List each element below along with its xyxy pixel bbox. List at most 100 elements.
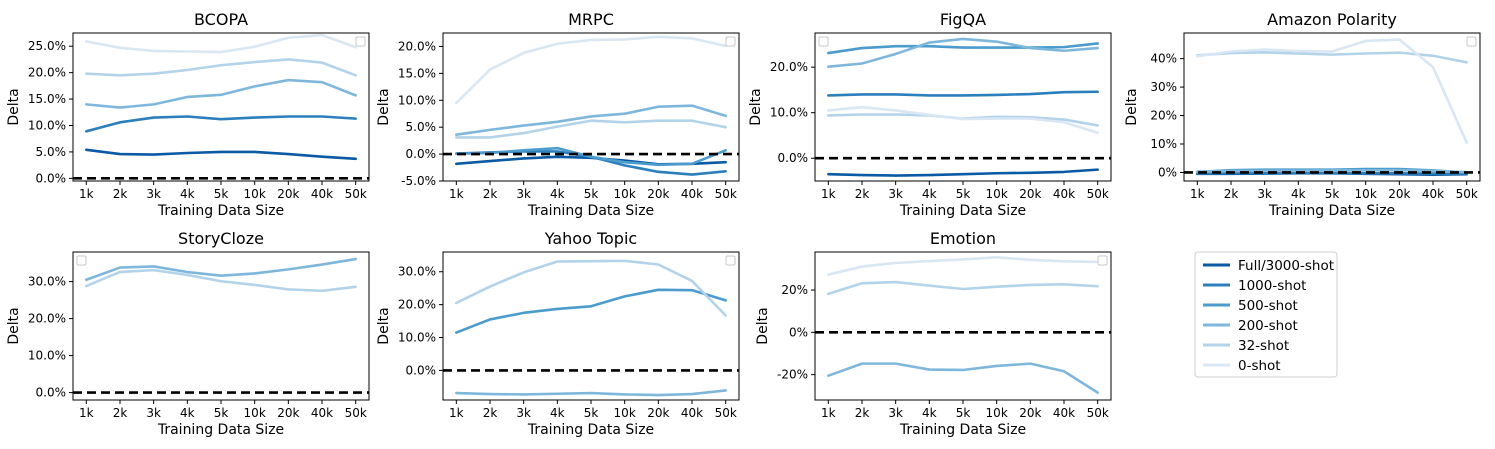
- panel-title: FigQA: [940, 10, 986, 29]
- y-axis-label: Delta: [376, 88, 392, 125]
- panels: BCOPA 1k 2k 3k 4k 5k 10k 20k 40k 50k 0.0% 5.0% 10.0%…: [6, 10, 1481, 438]
- series-line-1000-shot: [85, 115, 357, 133]
- series-line-0-shot: [85, 33, 357, 54]
- x-axis-label: Training Data Size: [157, 203, 284, 219]
- y-tick-label: 25.0%: [28, 39, 66, 53]
- x-tick-label: 10k: [1355, 187, 1377, 201]
- legend-frame: [1194, 251, 1338, 378]
- series-line-full-3000-shot: [85, 148, 357, 161]
- x-tick-label: 3k: [888, 406, 903, 420]
- x-tick-label: 20k: [647, 406, 669, 420]
- legend: Full/3000-shot 1000-shot 500-shot 200-sh…: [1194, 251, 1338, 378]
- x-tick-label: 20k: [647, 187, 669, 201]
- panel-yahoo-topic: Yahoo Topic 1k 2k 3k 4k 5k 10k 20k 40k 50k 0.0% 10.…: [376, 229, 740, 438]
- x-tick-label: 1k: [821, 406, 836, 420]
- x-tick-label: 50k: [1087, 406, 1109, 420]
- series-line-200-shot: [455, 104, 727, 137]
- y-tick-label: 0.0%: [36, 171, 67, 185]
- series-line-0-shot: [1196, 38, 1468, 144]
- x-tick-label: 5k: [956, 187, 971, 201]
- plot-frame: [442, 251, 740, 401]
- series-line-500-shot: [827, 42, 1099, 55]
- series-line-500-shot: [455, 146, 727, 167]
- empty-legend-box: [1466, 36, 1477, 47]
- x-tick-label: 40k: [1422, 187, 1444, 201]
- x-tick-label: 2k: [855, 406, 870, 420]
- series-group: [73, 33, 369, 180]
- x-tick-label: 2k: [113, 406, 128, 420]
- empty-legend-box: [818, 36, 829, 47]
- x-tick-label: 40k: [311, 187, 333, 201]
- series-line-0-shot: [827, 255, 1099, 276]
- y-tick-label: -5.0%: [401, 174, 436, 188]
- series-line-32-shot: [85, 58, 357, 77]
- legend-label-1: 1000-shot: [1238, 278, 1306, 294]
- empty-legend-box: [725, 36, 736, 47]
- y-tick-label: 20%: [1150, 109, 1177, 123]
- series-line-500-shot: [455, 288, 727, 334]
- panel-title: Yahoo Topic: [544, 229, 637, 248]
- series-line-32-shot: [827, 280, 1099, 296]
- y-tick-label: 10.0%: [398, 331, 436, 345]
- x-tick-label: 50k: [715, 406, 737, 420]
- legend-label-4: 32-shot: [1238, 338, 1289, 354]
- x-tick-label: 50k: [1456, 187, 1478, 201]
- series-line-200-shot: [1196, 168, 1468, 174]
- series-group: [815, 37, 1111, 177]
- y-tick-label: 20.0%: [398, 39, 436, 53]
- x-tick-label: 4k: [1291, 187, 1306, 201]
- empty-legend-box: [355, 36, 366, 47]
- x-tick-label: 4k: [922, 187, 937, 201]
- x-tick-label: 50k: [345, 187, 367, 201]
- panel-title: Amazon Polarity: [1267, 10, 1397, 29]
- series-group: [443, 35, 739, 176]
- x-axis-label: Training Data Size: [527, 203, 654, 219]
- x-tick-label: 1k: [449, 406, 464, 420]
- plot-frame: [814, 251, 1112, 401]
- x-axis-label: Training Data Size: [899, 422, 1026, 438]
- panel-title: BCOPA: [194, 10, 248, 29]
- y-axis-label: Delta: [6, 88, 22, 125]
- y-tick-label: 30.0%: [28, 275, 66, 289]
- y-tick-label: 0.0%: [778, 151, 809, 165]
- x-tick-label: 5k: [584, 187, 599, 201]
- y-axis-label: Delta: [1124, 88, 1140, 125]
- x-tick-label: 4k: [180, 406, 195, 420]
- x-tick-label: 2k: [855, 187, 870, 201]
- x-tick-label: 40k: [681, 187, 703, 201]
- panel-storycloze: StoryCloze 1k 2k 3k 4k 5k 10k 20k 40k 50k 0.0% 10.0…: [6, 229, 370, 438]
- x-tick-label: 1k: [79, 406, 94, 420]
- x-tick-label: 40k: [1053, 406, 1075, 420]
- x-tick-label: 5k: [956, 406, 971, 420]
- legend-label-3: 200-shot: [1238, 318, 1298, 334]
- panel-mrpc: MRPC 1k 2k 3k 4k 5k 10k 20k 40k 50k -5.0% 0.0% 5.0% 1…: [376, 10, 740, 219]
- series-line-0-shot: [455, 35, 727, 105]
- x-tick-label: 4k: [550, 406, 565, 420]
- x-tick-label: 3k: [146, 406, 161, 420]
- x-tick-label: 10k: [986, 187, 1008, 201]
- y-axis-label: Delta: [755, 307, 771, 344]
- y-tick-label: 30.0%: [398, 265, 436, 279]
- series-line-32-shot: [85, 268, 357, 293]
- y-tick-label: 5.0%: [406, 120, 437, 134]
- panel-amazon-polarity: Amazon Polarity 1k 2k 3k 4k 5k 10k 20k 40k 50k 0% 1…: [1124, 10, 1481, 219]
- y-tick-label: 0%: [1158, 165, 1177, 179]
- x-tick-label: 5k: [584, 406, 599, 420]
- x-tick-label: 3k: [888, 187, 903, 201]
- x-tick-label: 50k: [715, 187, 737, 201]
- x-tick-label: 50k: [345, 406, 367, 420]
- x-tick-label: 2k: [113, 187, 128, 201]
- x-tick-label: 40k: [681, 406, 703, 420]
- x-tick-label: 1k: [821, 187, 836, 201]
- series-line-200-shot: [85, 257, 357, 282]
- panel-figqa: FigQA 1k 2k 3k 4k 5k 10k 20k 40k 50k 0.0% 10.0% 20.0…: [748, 10, 1112, 219]
- y-tick-label: 20.0%: [28, 66, 66, 80]
- empty-legend-box: [76, 255, 87, 266]
- x-tick-label: 3k: [1257, 187, 1272, 201]
- series-line-0-shot: [827, 105, 1099, 135]
- panel-emotion: Emotion 1k 2k 3k 4k 5k 10k 20k 40k 50k -20% 0% 20% Tr…: [755, 229, 1112, 438]
- x-tick-label: 2k: [483, 187, 498, 201]
- x-tick-label: 3k: [146, 187, 161, 201]
- x-tick-label: 20k: [277, 406, 299, 420]
